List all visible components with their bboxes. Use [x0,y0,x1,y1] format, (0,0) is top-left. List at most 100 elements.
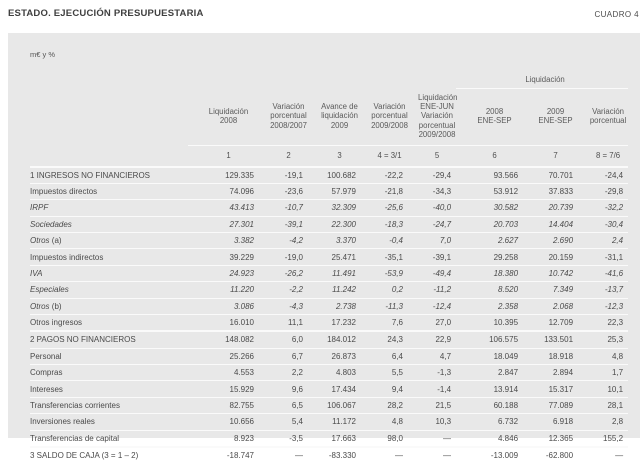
row-label: Personal [30,347,188,365]
cell-value: -4,2 [259,232,308,249]
table-row: 3 SALDO DE CAJA (3 = 1 – 2) -18.747— -83.3… [30,445,629,463]
row-label-text: Transferencias de capital [30,433,120,443]
cell-value: 16.010 [188,313,259,332]
row-label: Inversiones reales [30,413,188,431]
row-label-text: Personal [30,351,62,361]
cell-value: 11.172 [308,413,361,431]
cell-value: 4,7 [408,347,457,365]
table-body: 1 INGRESOS NO FINANCIEROS 129.335 -19,1 100… [30,165,629,463]
row-label-text: Transferencias corrientes [30,400,120,410]
cell-value: 17.663 [308,429,361,447]
table-row: Especiales 11.220 -2,2 11.242 0,2 -11,2 8.520 7… [30,281,629,299]
cell-value: 10.395 [456,313,524,332]
cell-value: -21,8 [361,182,408,200]
cell-value: 2.690 [523,232,579,249]
cell-value: 30.582 [456,199,524,217]
column-header: Avance de liquidación 2009 [321,101,358,130]
cell-value: 74.096 [188,182,259,200]
column-number: 1 [188,144,259,168]
cell-value: 4.803 [308,364,361,381]
cell-value: 11.220 [188,281,259,299]
row-label: IVA [30,264,188,282]
cell-value: 18.918 [523,347,579,365]
table-row: Personal 25.266 6,7 26.873 6,4 4,7 18.049 18.91… [30,347,629,365]
cell-value: 0,2 [361,281,408,299]
cell-value: 20.703 [456,215,524,233]
cell-value: -18,3 [361,215,408,233]
cell-value: 7,0 [408,232,457,249]
cell-value: 53.912 [456,182,524,200]
group-header-liquidacion: Liquidación [456,71,629,89]
cell-value: 20.159 [523,248,579,266]
cell-value: 8.923 [188,429,259,447]
row-label-text: Compras [30,368,63,378]
row-label-text: Otros [30,301,50,311]
row-label: 3 SALDO DE CAJA (3 = 1 – 2) [30,445,188,463]
column-number: 3 [308,144,361,168]
cell-value: 148.082 [188,330,259,349]
column-header-row: Liquidación 2008 Variación porcentual 200… [30,89,628,146]
cell-value: 18.380 [456,264,524,282]
cell-value: 32.309 [308,199,361,217]
cell-value: -39,1 [408,248,457,266]
cell-value: -32,2 [578,199,629,217]
row-label: Especiales [30,281,188,299]
cell-value: 82.755 [188,396,259,414]
cell-value: 4,8 [361,413,408,431]
cell-value: -24,4 [578,165,629,184]
table-row: 1 INGRESOS NO FINANCIEROS 129.335 -19,1 100… [30,165,629,184]
table-row: 2 PAGOS NO FINANCIEROS 148.082 6,0 184.012 2… [30,330,629,349]
cell-value: 22.300 [308,215,361,233]
row-label: 1 INGRESOS NO FINANCIEROS [30,165,188,184]
row-label-column-header [30,89,188,146]
table-row: Otros (a) 3.382 -4,2 3.370 -0,4 7,0 2.627 2.690… [30,232,629,249]
cell-value: 17.232 [308,313,361,332]
cell-value: 20.739 [523,199,579,217]
cell-value: 106.067 [308,396,361,414]
row-label-text: Intereses [30,384,63,394]
cell-value: -3,5 [259,429,308,447]
group-header-spacer [30,71,456,89]
column-number: 7 [523,144,579,168]
table-row: Otros ingresos 16.010 11,1 17.232 7,6 27,0 10.… [30,313,629,332]
column-header: Variación porcentual 2009/2008 [371,101,408,130]
cell-value: -4,3 [259,297,308,315]
cell-value: 24,3 [361,330,408,349]
row-label-text: IVA [30,268,43,278]
table-row: Inversiones reales 10.656 5,4 11.172 4,8 10,3… [30,413,629,431]
table-row: Transferencias de capital 8.923 -3,5 17.663… [30,429,629,447]
row-label: Otros (a) [30,232,188,249]
cell-value: 2.894 [523,364,579,381]
cell-value: -2,2 [259,281,308,299]
cell-value: 8.520 [456,281,524,299]
row-label-text: Otros ingresos [30,318,83,328]
cell-value: 15.929 [188,380,259,398]
cell-value: -34,3 [408,182,457,200]
cell-value: 5,4 [259,413,308,431]
cell-value: -30,4 [578,215,629,233]
cell-value: 2.627 [456,232,524,249]
cuadro-number-label: CUADRO 4 [594,10,639,19]
cell-value: -22,2 [361,165,408,184]
cell-value: 155,2 [578,429,629,447]
cell-value: -49,4 [408,264,457,282]
cell-value: — [361,445,408,463]
cell-value: 57.979 [308,182,361,200]
cell-value: 106.575 [456,330,524,349]
cell-value: -25,6 [361,199,408,217]
cell-value: 9,4 [361,380,408,398]
cell-value: -35,1 [361,248,408,266]
cell-value: 2.738 [308,297,361,315]
row-label: Otros (b) [30,297,188,315]
column-number: 2 [259,144,308,168]
cell-value: 184.012 [308,330,361,349]
cell-value: 6,5 [259,396,308,414]
cell-value: 133.501 [523,330,579,349]
table-head: Liquidación Liquidación 2008 Variación po… [30,71,629,168]
column-number-spacer [30,145,188,168]
column-header: 2008 ENE-SEP [477,106,512,126]
cell-value: 21,5 [408,396,457,414]
table-row: IVA 24.923 -26,2 11.491 -53,9 -49,4 18.380 10.7… [30,264,629,282]
cell-value: 3.370 [308,232,361,249]
cell-value: 4.553 [188,364,259,381]
